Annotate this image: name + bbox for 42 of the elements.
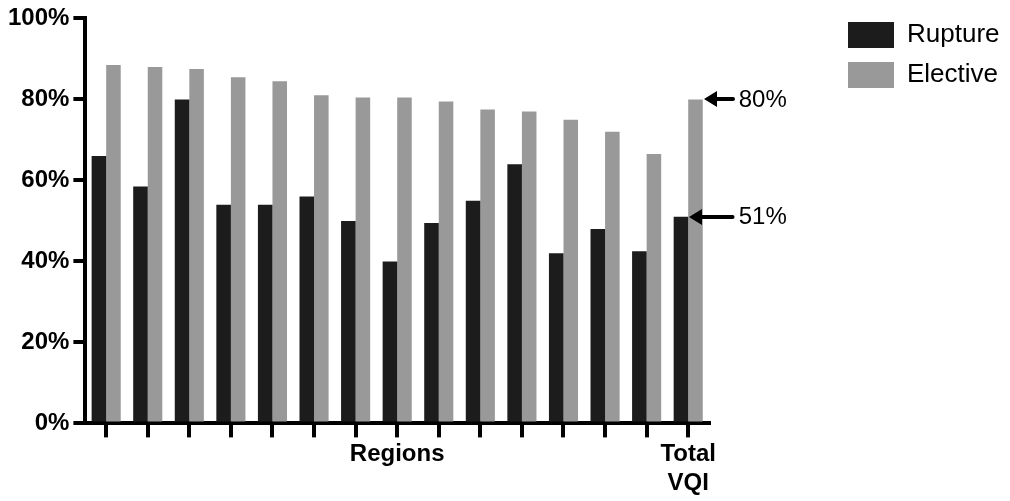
bar [480, 109, 495, 422]
bar [174, 99, 190, 422]
bar [688, 99, 703, 422]
bar [465, 200, 481, 422]
bar [216, 204, 231, 422]
bar [507, 164, 522, 422]
bar [91, 156, 107, 422]
y-tick-label: 60% [21, 165, 70, 193]
bar [382, 261, 398, 422]
y-tick-label: 0% [34, 408, 70, 436]
bar [341, 220, 356, 422]
bar [397, 97, 412, 422]
bar [590, 229, 606, 422]
bar [147, 67, 163, 422]
bar [355, 97, 371, 422]
x-tick-label: Regions [349, 439, 445, 467]
bar [257, 204, 273, 422]
bar [521, 111, 537, 422]
annotation: 80% [738, 85, 787, 113]
bar [272, 81, 288, 422]
bar [548, 253, 564, 422]
y-tick-label: 100% [7, 3, 70, 31]
bar [189, 69, 204, 422]
y-tick-label: 80% [21, 84, 70, 112]
bar [299, 196, 315, 422]
bar [438, 101, 454, 422]
y-tick-label: 40% [21, 246, 70, 274]
x-tick-label: Total VQI [660, 439, 716, 496]
bar [563, 119, 579, 422]
bar [106, 64, 121, 422]
bar [605, 131, 620, 422]
annotation: 51% [738, 202, 787, 230]
y-tick-label: 20% [21, 327, 70, 355]
bar [673, 216, 689, 422]
bar [133, 186, 148, 422]
bar [314, 95, 329, 422]
bar [646, 154, 662, 422]
legend-label: Rupture [907, 18, 1000, 49]
bar [632, 251, 647, 422]
bar [230, 77, 246, 422]
legend-label: Elective [907, 58, 999, 89]
bar [424, 222, 439, 422]
